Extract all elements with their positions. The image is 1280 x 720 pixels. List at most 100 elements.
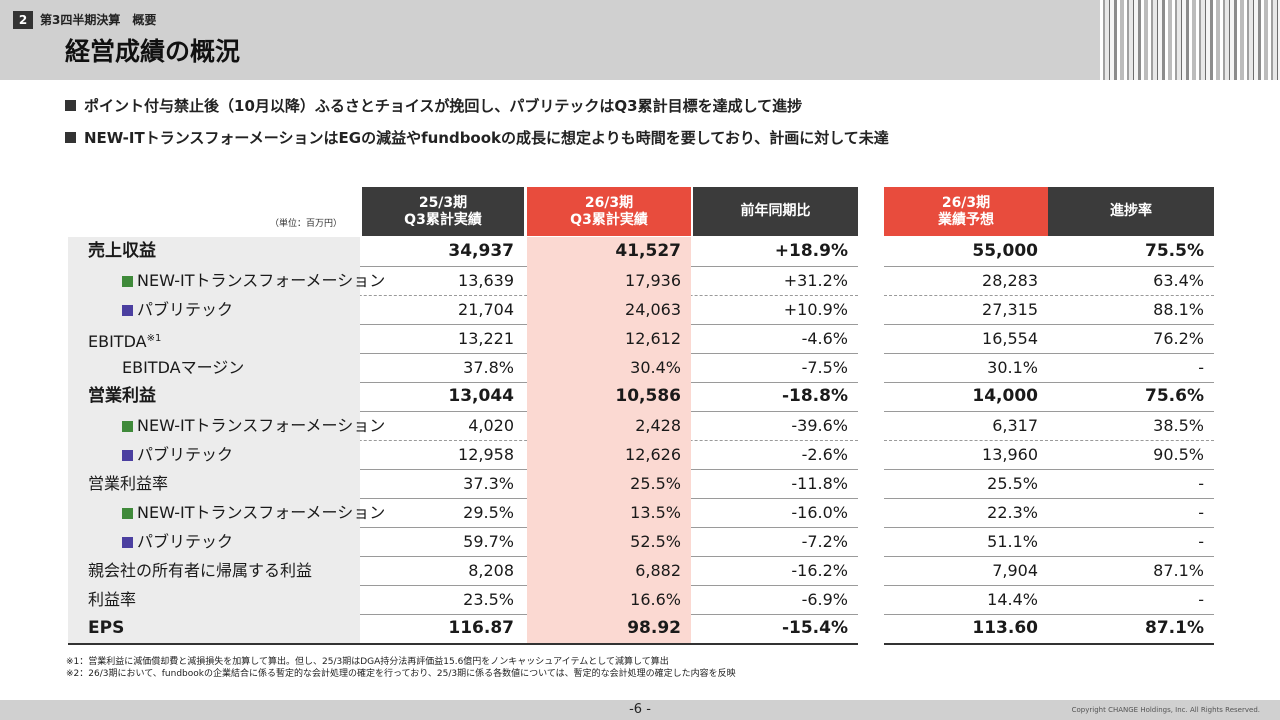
value-prev: 13,639 — [458, 271, 514, 290]
table-row-newit-revenue: NEW-ITトランスフォーメーション 13,639 17,936 +31.2% … — [68, 266, 1214, 295]
value-curr: 12,612 — [527, 324, 691, 353]
green-square-icon — [122, 421, 133, 432]
value-forecast: 14.4% — [987, 590, 1038, 609]
value-prev: 116.87 — [448, 618, 514, 638]
value-progress: - — [1198, 532, 1204, 551]
value-progress: 63.4% — [1153, 271, 1204, 290]
value-yoy: -39.6% — [791, 416, 848, 435]
header-bar — [0, 0, 1280, 80]
purple-square-icon — [122, 305, 133, 316]
value-curr: 24,063 — [527, 295, 691, 324]
value-forecast: 51.1% — [987, 532, 1038, 551]
column-header-curr-q3: 26/3期 Q3累計実績 — [527, 187, 691, 236]
value-forecast: 25.5% — [987, 474, 1038, 493]
value-curr: 52.5% — [527, 527, 691, 556]
row-label: パブリテック — [68, 440, 360, 469]
table-row-publitech-margin: パブリテック 59.7% 52.5% -7.2% 51.1% - — [68, 527, 1214, 556]
value-curr: 30.4% — [527, 353, 691, 382]
row-label: NEW-ITトランスフォーメーション — [68, 266, 385, 295]
value-yoy: -15.4% — [781, 618, 848, 638]
value-prev: 4,020 — [468, 416, 514, 435]
footer-bar — [0, 700, 1280, 720]
value-forecast: 28,283 — [982, 271, 1038, 290]
value-prev: 21,704 — [458, 300, 514, 319]
value-prev: 37.8% — [463, 358, 514, 377]
value-prev: 13,221 — [458, 329, 514, 348]
value-forecast: 27,315 — [982, 300, 1038, 319]
value-yoy: -7.5% — [801, 358, 848, 377]
value-progress: - — [1198, 358, 1204, 377]
bullet-2: NEW-ITトランスフォーメーションはEGの減益やfundbookの成長に想定よ… — [65, 124, 889, 150]
table-row-publitech-revenue: パブリテック 21,704 24,063 +10.9% 27,315 88.1% — [68, 295, 1214, 324]
value-forecast: 16,554 — [982, 329, 1038, 348]
value-yoy: -18.8% — [781, 386, 848, 406]
value-yoy: +18.9% — [774, 241, 848, 261]
bullet-text: NEW-ITトランスフォーメーションはEGの減益やfundbookの成長に想定よ… — [84, 128, 889, 147]
value-yoy: -7.2% — [801, 532, 848, 551]
row-label: NEW-ITトランスフォーメーション — [68, 411, 385, 440]
bullet-1: ポイント付与禁止後（10月以降）ふるさとチョイスが挽回し、パブリテックはQ3累計… — [65, 92, 889, 118]
value-progress: 75.6% — [1145, 386, 1204, 406]
value-curr: 17,936 — [527, 266, 691, 295]
row-label: 営業利益率 — [68, 469, 360, 498]
section-number: 2 — [13, 11, 33, 29]
table-row-ebitda-margin: EBITDAマージン 37.8% 30.4% -7.5% 30.1% - — [68, 353, 1214, 382]
footnotes: ※1：営業利益に減価償却費と減損損失を加算して算出。但し、25/3期はDGA持分… — [66, 656, 736, 680]
value-curr: 12,626 — [527, 440, 691, 469]
footnote-2: ※2：26/3期において、fundbookの企業結合に係る暫定的な会計処理の確定… — [66, 669, 736, 679]
value-forecast: 14,000 — [972, 386, 1038, 406]
copyright: Copyright CHANGE Holdings, Inc. All Righ… — [1071, 706, 1260, 714]
row-label: パブリテック — [68, 527, 360, 556]
value-prev: 59.7% — [463, 532, 514, 551]
table-row-ebitda: EBITDA※1 13,221 12,612 -4.6% 16,554 76.2… — [68, 324, 1214, 353]
value-prev: 34,937 — [448, 241, 514, 261]
value-progress: 75.5% — [1145, 241, 1204, 261]
value-progress: 38.5% — [1153, 416, 1204, 435]
value-progress: 87.1% — [1153, 561, 1204, 580]
value-forecast: 22.3% — [987, 503, 1038, 522]
table-row-publitech-op: パブリテック 12,958 12,626 -2.6% 13,960 90.5% — [68, 440, 1214, 469]
column-header-yoy: 前年同期比 — [693, 187, 858, 236]
value-yoy: -2.6% — [801, 445, 848, 464]
column-header-forecast: 26/3期 業績予想 — [884, 187, 1048, 236]
value-forecast: 30.1% — [987, 358, 1038, 377]
green-square-icon — [122, 508, 133, 519]
value-yoy: -16.2% — [791, 561, 848, 580]
value-curr: 98.92 — [527, 614, 691, 643]
row-label: 売上収益 — [68, 237, 360, 266]
table-row-newit-op: NEW-ITトランスフォーメーション 4,020 2,428 -39.6% 6,… — [68, 411, 1214, 440]
value-yoy: -4.6% — [801, 329, 848, 348]
section-label: 第3四半期決算 概要 — [40, 13, 157, 27]
value-curr: 16.6% — [527, 585, 691, 614]
value-curr: 6,882 — [527, 556, 691, 585]
value-yoy: +31.2% — [783, 271, 848, 290]
value-prev: 23.5% — [463, 590, 514, 609]
purple-square-icon — [122, 537, 133, 548]
value-curr: 25.5% — [527, 469, 691, 498]
value-curr: 13.5% — [527, 498, 691, 527]
value-forecast: 6,317 — [992, 416, 1038, 435]
row-label: EPS — [68, 614, 360, 643]
value-prev: 12,958 — [458, 445, 514, 464]
value-prev: 37.3% — [463, 474, 514, 493]
value-progress: - — [1198, 590, 1204, 609]
row-label: 利益率 — [68, 585, 360, 614]
bullet-square-icon — [65, 131, 76, 143]
footnote-mark: ※1 — [146, 333, 162, 344]
table-row-net-income: 親会社の所有者に帰属する利益 8,208 6,882 -16.2% 7,904 … — [68, 556, 1214, 585]
unit-label: （単位：百万円） — [270, 219, 343, 229]
value-forecast: 7,904 — [992, 561, 1038, 580]
value-yoy: +10.9% — [783, 300, 848, 319]
value-prev: 8,208 — [468, 561, 514, 580]
row-label: 親会社の所有者に帰属する利益 — [68, 556, 360, 585]
value-prev: 13,044 — [448, 386, 514, 406]
value-progress: - — [1198, 503, 1204, 522]
row-label: NEW-ITトランスフォーメーション — [68, 498, 385, 527]
decorative-stripes — [1100, 0, 1280, 80]
value-yoy: -6.9% — [801, 590, 848, 609]
value-curr: 41,527 — [527, 237, 691, 266]
value-progress: 76.2% — [1153, 329, 1204, 348]
value-yoy: -11.8% — [791, 474, 848, 493]
value-forecast: 113.60 — [972, 618, 1038, 638]
value-progress: 90.5% — [1153, 445, 1204, 464]
